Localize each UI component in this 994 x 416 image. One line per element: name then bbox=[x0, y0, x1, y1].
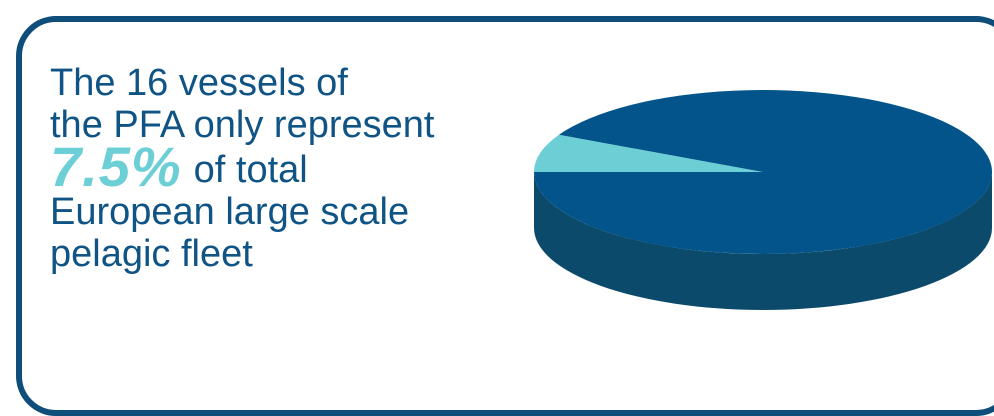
headline-line-3-rest: of total bbox=[193, 149, 308, 191]
highlight-percentage: 7.5% bbox=[50, 135, 182, 198]
pie-side-wall bbox=[534, 172, 992, 310]
headline-line-5: pelagic fleet bbox=[50, 233, 253, 275]
pie-chart bbox=[534, 90, 992, 310]
pie-top bbox=[534, 90, 992, 255]
headline: The 16 vessels of the PFA only represent… bbox=[50, 62, 540, 275]
headline-line-3: 7.5% of total bbox=[50, 139, 540, 195]
pie-side bbox=[534, 172, 992, 310]
pie-slice-1 bbox=[534, 90, 992, 255]
headline-line-2: the PFA only represent bbox=[50, 104, 435, 146]
pie-slice-0 bbox=[534, 134, 763, 172]
headline-line-4: European large scale bbox=[50, 191, 410, 233]
headline-line-1: The 16 vessels of bbox=[50, 62, 348, 104]
